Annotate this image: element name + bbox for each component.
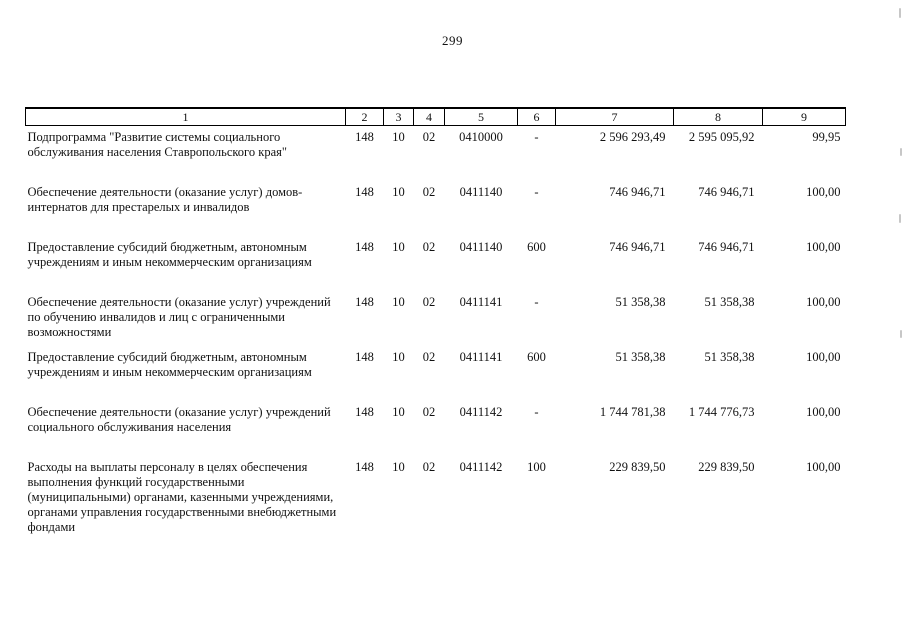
table-row: Расходы на выплаты персоналу в целях обе… <box>26 456 846 535</box>
table-cell-col7: 51 358,38 <box>615 294 666 309</box>
table-cell-col1: Обеспечение деятельности (оказание услуг… <box>27 404 331 434</box>
column-header-3: 3 <box>383 107 414 126</box>
table-row: Подпрограмма "Развитие системы социально… <box>26 126 846 181</box>
table-cell-col8: 746 946,71 <box>698 239 755 254</box>
table-cell-col9: 100,00 <box>806 239 841 254</box>
table-cell-col3: 10 <box>392 349 405 364</box>
table-cell-col5: 0411140 <box>459 184 503 199</box>
table-cell-col3: 10 <box>392 294 405 309</box>
table-cell-col9: 100,00 <box>806 294 841 309</box>
table-row: Обеспечение деятельности (оказание услуг… <box>26 401 846 456</box>
table-row: Предоставление субсидий бюджетным, автон… <box>26 236 846 291</box>
page-number: 299 <box>442 33 463 48</box>
table-cell-col4: 02 <box>422 349 436 364</box>
table-cell-col1: Расходы на выплаты персоналу в целях обе… <box>27 459 337 534</box>
table-cell-col6: - <box>534 404 539 419</box>
column-header-4: 4 <box>413 107 445 126</box>
table-cell-col5: 0411142 <box>459 404 503 419</box>
table-cell-col5: 0411142 <box>459 459 503 474</box>
table-cell-col9: 99,95 <box>812 130 841 144</box>
table-cell-col2: 148 <box>355 130 374 144</box>
column-header-9: 9 <box>762 107 846 126</box>
table-cell-col5: 0411141 <box>459 349 503 364</box>
table-cell-col3: 10 <box>392 459 405 474</box>
table-cell-col6: - <box>534 184 539 199</box>
table-cell-col3: 10 <box>392 184 405 199</box>
table-cell-col2: 148 <box>355 349 374 364</box>
table-cell-col4: 02 <box>422 184 436 199</box>
table-cell-col8: 746 946,71 <box>698 184 755 199</box>
table-cell-col8: 2 595 095,92 <box>688 130 755 144</box>
column-header-1: 1 <box>25 107 346 126</box>
table-cell-col7: 746 946,71 <box>609 184 666 199</box>
table-cell-col3: 10 <box>392 239 405 254</box>
table-cell-col1: Предоставление субсидий бюджетным, автон… <box>27 349 312 379</box>
scan-artifact <box>900 330 902 338</box>
table-cell-col5: 0411140 <box>459 239 503 254</box>
scan-artifact <box>899 214 901 223</box>
table-cell-col6: 600 <box>527 349 546 364</box>
table-cell-col4: 02 <box>422 404 436 419</box>
table-cell-col8: 51 358,38 <box>704 349 755 364</box>
table-cell-col2: 148 <box>355 184 374 199</box>
table-cell-col4: 02 <box>422 459 436 474</box>
table-cell-col8: 229 839,50 <box>698 459 755 474</box>
table-cell-col9: 100,00 <box>806 349 841 364</box>
table-row: Обеспечение деятельности (оказание услуг… <box>26 291 846 346</box>
table-cell-col7: 2 596 293,49 <box>599 130 666 144</box>
column-header-6: 6 <box>517 107 556 126</box>
table-cell-col9: 100,00 <box>806 459 841 474</box>
table-cell-col2: 148 <box>355 239 374 254</box>
table-cell-col3: 10 <box>392 130 405 144</box>
table-cell-col1: Предоставление субсидий бюджетным, автон… <box>27 239 312 269</box>
column-header-8: 8 <box>673 107 763 126</box>
scan-artifact <box>899 8 901 18</box>
table-cell-col7: 1 744 781,38 <box>599 404 666 419</box>
table-cell-col5: 0410000 <box>459 130 503 144</box>
table-cell-col6: - <box>534 130 539 144</box>
table-body: Подпрограмма "Развитие системы социально… <box>26 126 846 535</box>
table-cell-col8: 51 358,38 <box>704 294 755 309</box>
table-cell-col7: 51 358,38 <box>615 349 666 364</box>
column-header-2: 2 <box>345 107 384 126</box>
table-row: Обеспечение деятельности (оказание услуг… <box>26 181 846 236</box>
table-cell-col4: 02 <box>422 294 436 309</box>
table-cell-col1: Обеспечение деятельности (оказание услуг… <box>27 184 303 214</box>
table-cell-col7: 746 946,71 <box>609 239 666 254</box>
table-cell-col7: 229 839,50 <box>609 459 666 474</box>
table-cell-col4: 02 <box>422 239 436 254</box>
table-cell-col2: 148 <box>355 404 374 419</box>
column-header-5: 5 <box>444 107 518 126</box>
table-cell-col8: 1 744 776,73 <box>688 404 755 419</box>
table-cell-col5: 0411141 <box>459 294 503 309</box>
table-cell-col9: 100,00 <box>806 184 841 199</box>
table-cell-col4: 02 <box>422 130 436 144</box>
table-cell-col1: Обеспечение деятельности (оказание услуг… <box>27 294 331 339</box>
table-cell-col1: Подпрограмма "Развитие системы социально… <box>27 130 287 159</box>
table-cell-col6: 100 <box>527 459 546 474</box>
table-cell-col3: 10 <box>392 404 405 419</box>
table-cell-col9: 100,00 <box>806 404 841 419</box>
table-cell-col2: 148 <box>355 294 374 309</box>
table-row: Предоставление субсидий бюджетным, автон… <box>26 346 846 401</box>
table-cell-col6: 600 <box>527 239 546 254</box>
scan-artifact <box>900 148 902 156</box>
column-header-7: 7 <box>555 107 674 126</box>
table-cell-col2: 148 <box>355 459 374 474</box>
table-cell-col6: - <box>534 294 539 309</box>
